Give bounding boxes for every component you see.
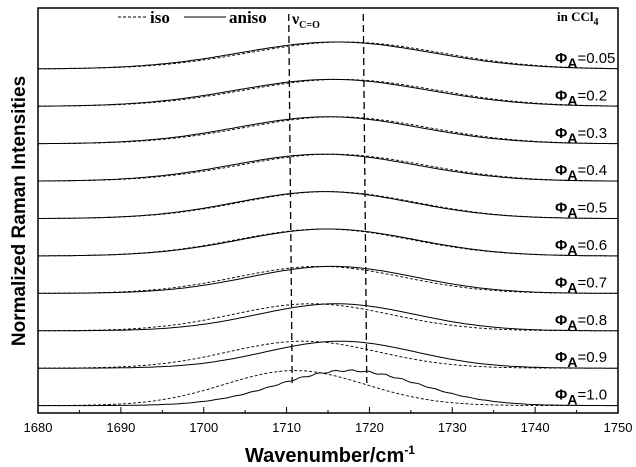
phi-label-8: ΦA=0.8 (555, 312, 607, 333)
phi-subscript: A (567, 392, 577, 408)
x-tick-label-1700: 1700 (189, 420, 218, 435)
solvent-subscript: 4 (593, 17, 598, 28)
series-layer (37, 41, 619, 407)
iso-spectrum-8 (38, 303, 618, 332)
iso-spectrum-1 (38, 41, 619, 70)
aniso-spectrum-4 (38, 153, 619, 182)
iso-spectrum-3 (38, 116, 619, 145)
mode-annotation: νC=O (291, 11, 320, 31)
x-tick-label-1680: 1680 (24, 420, 53, 435)
aniso-spectrum-9 (38, 340, 618, 369)
iso-spectrum-4 (37, 153, 618, 182)
y-axis-title: Normalized Raman Intensities (9, 76, 30, 346)
phi-label-4: ΦA=0.4 (555, 162, 607, 183)
aniso-spectrum-2 (37, 78, 618, 107)
legend-aniso-label: aniso (229, 8, 267, 27)
iso-spectrum-10 (37, 370, 618, 407)
x-axis-title-text: Wavenumber/cm (245, 445, 404, 467)
phi-label-2: ΦA=0.2 (555, 87, 607, 108)
phi-subscript: A (567, 279, 577, 295)
reference-line-2 (362, 13, 368, 384)
phi-value: =0.4 (577, 162, 607, 179)
reference-line-1 (288, 13, 293, 384)
phi-value: =0.7 (577, 274, 607, 291)
aniso-spectrum-7 (37, 265, 618, 294)
phi-symbol: Φ (555, 87, 567, 104)
iso-spectrum-2 (38, 78, 618, 107)
phi-subscript: A (567, 92, 577, 108)
x-tick-label-1710: 1710 (272, 420, 301, 435)
x-axis-title: Wavenumber/cm-1 (245, 443, 415, 467)
phi-symbol: Φ (555, 50, 567, 67)
aniso-spectrum-10 (38, 369, 618, 407)
phi-label-10: ΦA=1.0 (555, 387, 607, 408)
reference-lines (288, 13, 368, 384)
phi-subscript: A (567, 55, 577, 71)
x-tick-label-1730: 1730 (438, 420, 467, 435)
aniso-spectrum-5 (38, 191, 618, 219)
phi-symbol: Φ (555, 312, 567, 329)
phi-value: =0.8 (577, 312, 607, 329)
phi-label-3: ΦA=0.3 (555, 125, 607, 146)
phi-label-1: ΦA=0.05 (555, 50, 615, 71)
iso-spectrum-6 (38, 228, 618, 257)
phi-symbol: Φ (555, 387, 567, 404)
solvent-annotation: in CCl4 (557, 9, 598, 28)
phi-symbol: Φ (555, 237, 567, 254)
x-axis-title-superscript: -1 (404, 443, 415, 457)
phi-subscript: A (567, 317, 577, 333)
legend: iso aniso (118, 8, 267, 27)
phi-value: =0.5 (577, 200, 607, 217)
x-tick-label-1750: 1750 (604, 420, 633, 435)
phi-label-5: ΦA=0.5 (555, 200, 607, 221)
phi-subscript: A (567, 130, 577, 146)
aniso-spectrum-8 (38, 303, 619, 332)
phi-subscript: A (567, 354, 577, 370)
phi-symbol: Φ (555, 125, 567, 142)
phi-subscript: A (567, 205, 577, 221)
mode-symbol: ν (291, 11, 299, 28)
phi-label-6: ΦA=0.6 (555, 237, 607, 258)
phi-label-9: ΦA=0.9 (555, 349, 607, 370)
x-tick-label-1720: 1720 (355, 420, 384, 435)
phi-subscript: A (567, 167, 577, 183)
phi-value: =0.9 (577, 349, 607, 366)
phi-value: =0.2 (577, 87, 607, 104)
phi-labels: ΦA=0.05ΦA=0.2ΦA=0.3ΦA=0.4ΦA=0.5ΦA=0.6ΦA=… (555, 50, 615, 408)
phi-symbol: Φ (555, 162, 567, 179)
x-axis-ticks: 1680 1690 1700 1710 1720 1730 1740 1750 (24, 407, 633, 435)
iso-spectrum-5 (38, 191, 618, 219)
solvent-text: in CCl (557, 9, 594, 24)
aniso-spectrum-3 (38, 116, 618, 145)
phi-symbol: Φ (555, 200, 567, 217)
phi-symbol: Φ (555, 349, 567, 366)
phi-value: =0.3 (577, 125, 607, 142)
phi-value: =1.0 (577, 387, 607, 404)
phi-value: =0.6 (577, 237, 607, 254)
phi-subscript: A (567, 242, 577, 258)
mode-subscript: C=O (299, 20, 320, 31)
aniso-spectrum-6 (38, 228, 618, 257)
iso-spectrum-7 (38, 265, 618, 294)
x-tick-label-1740: 1740 (521, 420, 550, 435)
iso-spectrum-9 (37, 340, 618, 369)
plot-frame (37, 7, 619, 414)
legend-iso-label: iso (150, 8, 170, 27)
x-tick-label-1690: 1690 (106, 420, 135, 435)
phi-value: =0.05 (577, 50, 615, 67)
phi-symbol: Φ (555, 274, 567, 291)
aniso-spectrum-1 (38, 41, 619, 70)
phi-label-7: ΦA=0.7 (555, 274, 607, 295)
